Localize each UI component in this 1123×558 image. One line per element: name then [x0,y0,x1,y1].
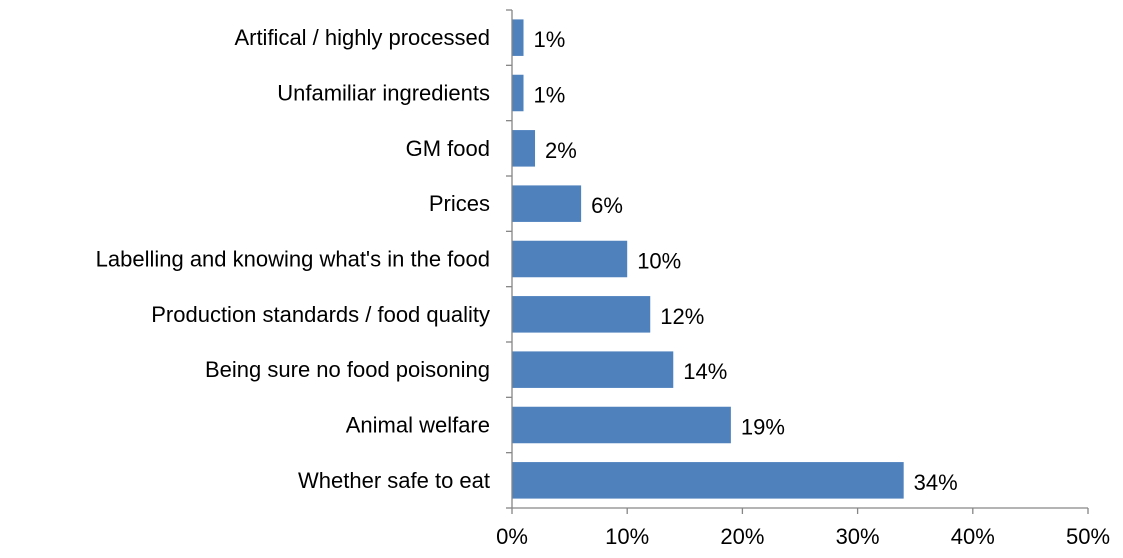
bar-5 [512,296,651,333]
value-label-0: 1% [534,27,566,52]
x-tick-label-1: 10% [605,524,649,549]
x-tick-label-0: 0% [496,524,528,549]
value-label-8: 34% [914,470,958,495]
x-tick-label-2: 20% [720,524,764,549]
x-tick-label-3: 30% [836,524,880,549]
labels-group: Artifical / highly processed 1% Unfamiliar… [96,25,1110,549]
category-label-8: Whether safe to eat [298,468,490,493]
value-label-7: 19% [741,415,785,440]
value-label-2: 2% [545,138,577,163]
value-label-3: 6% [591,193,623,218]
bar-1 [512,74,524,112]
category-label-1: Unfamiliar ingredients [277,81,490,106]
value-label-6: 14% [683,359,727,384]
category-label-5: Production standards / food quality [151,302,490,327]
bar-7 [512,406,731,444]
bar-2 [512,130,536,167]
value-label-1: 1% [534,83,566,108]
bar-3 [512,185,582,222]
category-label-7: Animal welfare [346,413,490,438]
category-label-3: Prices [429,191,490,216]
bars-group [512,19,904,499]
category-label-4: Labelling and knowing what's in the food [96,247,490,272]
x-tick-label-4: 40% [951,524,995,549]
bar-0 [512,19,524,56]
category-label-0: Artifical / highly processed [234,25,490,50]
bar-8 [512,462,904,499]
category-label-2: GM food [406,136,490,161]
axes-group [506,9,1089,514]
bar-4 [512,240,628,278]
category-label-6: Being sure no food poisoning [205,357,490,382]
value-label-4: 10% [637,249,681,274]
bar-6 [512,351,674,388]
value-label-5: 12% [660,304,704,329]
x-tick-label-5: 50% [1066,524,1110,549]
